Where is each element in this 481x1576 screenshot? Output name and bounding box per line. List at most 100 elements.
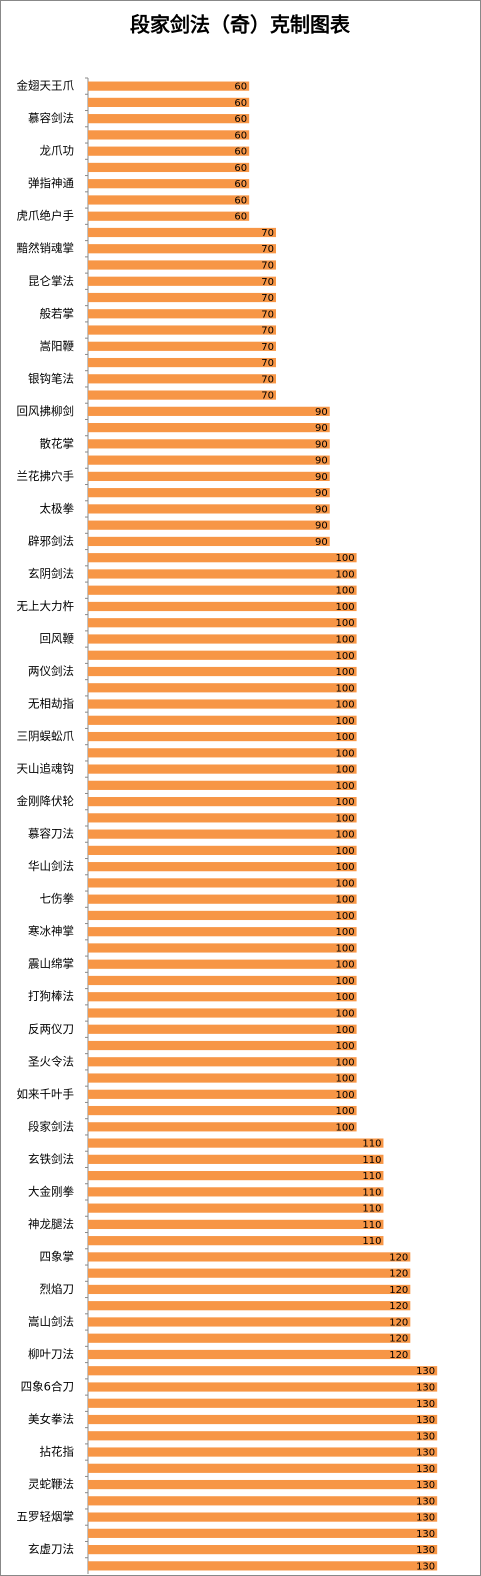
- chart-title: 段家剑法（奇）克制图表: [130, 13, 351, 37]
- bar: [88, 1447, 438, 1457]
- value-label: 100: [335, 602, 354, 613]
- bar: [88, 341, 277, 351]
- bar: [88, 276, 277, 286]
- value-label: 90: [315, 488, 328, 499]
- value-label: 130: [416, 1431, 435, 1442]
- value-label: 90: [315, 472, 328, 483]
- value-label: 100: [335, 862, 354, 873]
- y-tick-label: 七伤拳: [40, 892, 75, 906]
- y-tick-label: 兰花拂穴手: [17, 469, 75, 483]
- value-label: 120: [389, 1285, 408, 1296]
- bar: [88, 423, 330, 433]
- bar: [88, 1317, 411, 1327]
- bar: [88, 878, 357, 888]
- value-label: 120: [389, 1252, 408, 1263]
- bar: [88, 553, 357, 563]
- y-tick-label: 玄阴剑法: [28, 566, 74, 580]
- value-label: 60: [234, 179, 247, 190]
- bar: [88, 1187, 384, 1197]
- bar: [88, 227, 277, 238]
- value-label: 100: [335, 732, 354, 743]
- value-label: 130: [416, 1545, 435, 1556]
- y-tick-label: 震山绵掌: [28, 957, 74, 971]
- value-label: 120: [389, 1269, 408, 1280]
- value-label: 100: [335, 943, 354, 954]
- value-label: 100: [335, 700, 354, 711]
- value-label: 100: [335, 911, 354, 922]
- value-label: 60: [234, 195, 247, 206]
- value-label: 100: [335, 813, 354, 824]
- value-label: 100: [335, 992, 354, 1003]
- value-label: 100: [335, 1009, 354, 1020]
- value-label: 110: [362, 1171, 381, 1182]
- y-tick-label: 灵蛇鞭法: [28, 1477, 74, 1491]
- bar: [88, 894, 357, 904]
- y-tick-label: 四象掌: [40, 1249, 75, 1263]
- value-label: 100: [335, 651, 354, 662]
- bar: [88, 439, 330, 449]
- y-tick-label: 金翅天王爪: [17, 79, 75, 93]
- y-tick-label: 大金刚拳: [28, 1184, 74, 1198]
- y-tick-label: 弹指神通: [28, 176, 74, 190]
- bar: [88, 1414, 438, 1425]
- bar: [88, 1268, 411, 1278]
- y-tick-label: 三阴蜈蚣爪: [17, 729, 75, 743]
- value-label: 130: [416, 1561, 435, 1572]
- bar: [88, 764, 357, 774]
- bar: [88, 179, 250, 189]
- value-label: 100: [335, 1025, 354, 1036]
- bar: [88, 1203, 384, 1213]
- value-label: 90: [315, 423, 328, 434]
- value-label: 60: [234, 114, 247, 125]
- value-label: 100: [335, 586, 354, 597]
- value-label: 70: [261, 228, 274, 239]
- y-tick-label: 五罗轻烟掌: [17, 1510, 75, 1524]
- bar: [88, 97, 250, 107]
- y-tick-label: 柳叶刀法: [28, 1347, 74, 1361]
- bar: [88, 666, 357, 677]
- bar: [88, 1301, 411, 1311]
- value-label: 60: [234, 212, 247, 223]
- value-label: 100: [335, 1057, 354, 1068]
- value-label: 100: [335, 1041, 354, 1052]
- bar: [88, 1284, 411, 1295]
- bar: [88, 114, 250, 124]
- value-label: 100: [335, 618, 354, 629]
- bar: [88, 927, 357, 937]
- value-label: 70: [261, 358, 274, 369]
- bar: [88, 520, 330, 530]
- y-tick-label: 般若掌: [40, 306, 75, 320]
- y-tick-label: 反两仪刀: [28, 1022, 74, 1036]
- value-label: 130: [416, 1496, 435, 1507]
- value-label: 120: [389, 1317, 408, 1328]
- value-label: 100: [335, 976, 354, 987]
- bar: [88, 1528, 438, 1538]
- bar: [88, 1008, 357, 1018]
- y-tick-label: 太极拳: [40, 501, 75, 515]
- y-tick-label: 美女拳法: [28, 1412, 74, 1426]
- bar: [88, 309, 277, 319]
- value-label: 120: [389, 1350, 408, 1361]
- bar: [88, 390, 277, 400]
- value-label: 100: [335, 830, 354, 841]
- y-tick-label: 神龙腿法: [28, 1217, 74, 1231]
- bar: [88, 715, 357, 725]
- bar: [88, 260, 277, 270]
- bar: [88, 292, 277, 303]
- bar: [88, 943, 357, 953]
- bar: [88, 1236, 384, 1246]
- value-label: 70: [261, 391, 274, 402]
- y-tick-label: 散花掌: [40, 436, 75, 450]
- value-label: 100: [335, 1122, 354, 1133]
- value-label: 120: [389, 1334, 408, 1345]
- value-label: 100: [335, 878, 354, 889]
- value-label: 130: [416, 1480, 435, 1491]
- bar: [88, 357, 277, 368]
- bar: [88, 211, 250, 221]
- value-label: 100: [335, 960, 354, 971]
- value-label: 70: [261, 309, 274, 320]
- y-tick-label: 龙爪功: [40, 144, 75, 158]
- y-tick-label: 辟邪剑法: [28, 534, 74, 548]
- bar: [88, 1545, 438, 1555]
- value-label: 100: [335, 895, 354, 906]
